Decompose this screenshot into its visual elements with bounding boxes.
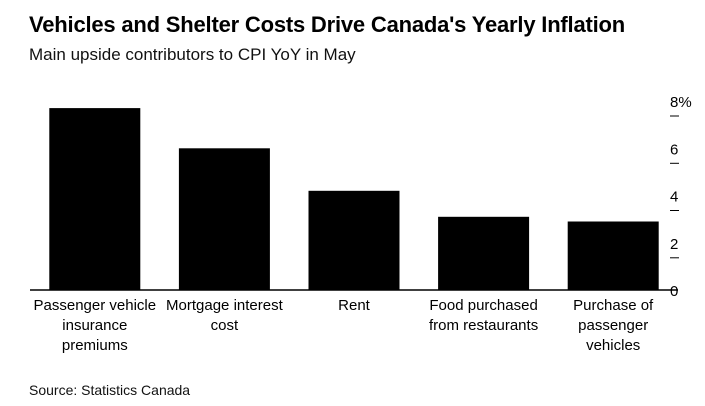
- y-tick-label: 2: [670, 236, 678, 253]
- category-label-4: Food purchased from restaurants: [429, 297, 538, 334]
- bar-1: [49, 108, 141, 290]
- bars-group: [49, 108, 659, 291]
- chart-title: Vehicles and Shelter Costs Drive Canada'…: [29, 12, 626, 37]
- source-note: Source: Statistics Canada: [29, 382, 191, 398]
- category-labels: Passenger vehicle insurance premiumsMortga…: [34, 297, 655, 354]
- chart-subtitle: Main upside contributors to CPI YoY in M…: [29, 45, 356, 64]
- y-axis-ticks: 0 2 4 6 8%: [670, 94, 692, 300]
- category-label-3: Rent: [338, 297, 371, 314]
- bar-2: [178, 148, 270, 291]
- y-tick-label: 8%: [670, 94, 692, 111]
- category-label-1: Passenger vehicle insurance premiums: [34, 297, 157, 354]
- category-label-5: Purchase of passenger vehicles: [573, 297, 654, 354]
- y-tick-label: 6: [670, 141, 678, 158]
- bar-4: [438, 216, 530, 290]
- bar-3: [308, 190, 400, 290]
- y-tick-label: 4: [670, 189, 678, 206]
- y-tick-label: 0: [670, 283, 678, 300]
- category-label-2: Mortgage interest cost: [166, 297, 284, 334]
- bar-5: [567, 221, 659, 290]
